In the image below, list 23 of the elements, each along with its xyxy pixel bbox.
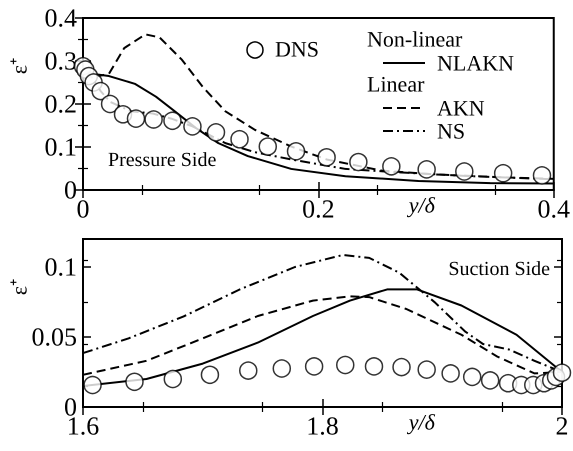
y-tick-label: 0: [64, 176, 77, 204]
legend-label: AKN: [437, 96, 485, 120]
annotation: Suction Side: [448, 258, 550, 280]
annotation: Non-linear: [367, 26, 463, 52]
y-axis-title: ε⁺: [6, 58, 32, 74]
x-axis-title: y/δ: [406, 410, 436, 434]
legend-label: NS: [437, 118, 466, 144]
y-tick-label: 0.2: [44, 90, 77, 118]
y-tick-label: 0.1: [44, 132, 77, 162]
legend-label: NLAKN: [437, 50, 514, 76]
x-tick-label: 0.2: [302, 194, 335, 224]
y-axis-title: ε⁺: [6, 278, 32, 296]
y-tick-label: 0.3: [44, 46, 77, 76]
annotation: Pressure Side: [108, 149, 216, 171]
x-axis-title: y/δ: [406, 192, 436, 218]
y-tick-label: 0.05: [32, 322, 77, 352]
y-tick-label: 0.1: [44, 252, 77, 282]
x-tick-label: 0.4: [538, 194, 570, 224]
y-tick-label: 0.4: [44, 4, 77, 32]
x-tick-label: 1.8: [306, 412, 339, 440]
x-tick-label: 2: [556, 412, 568, 440]
annotation: Linear: [367, 72, 426, 96]
legend-label: DNS: [275, 36, 320, 62]
